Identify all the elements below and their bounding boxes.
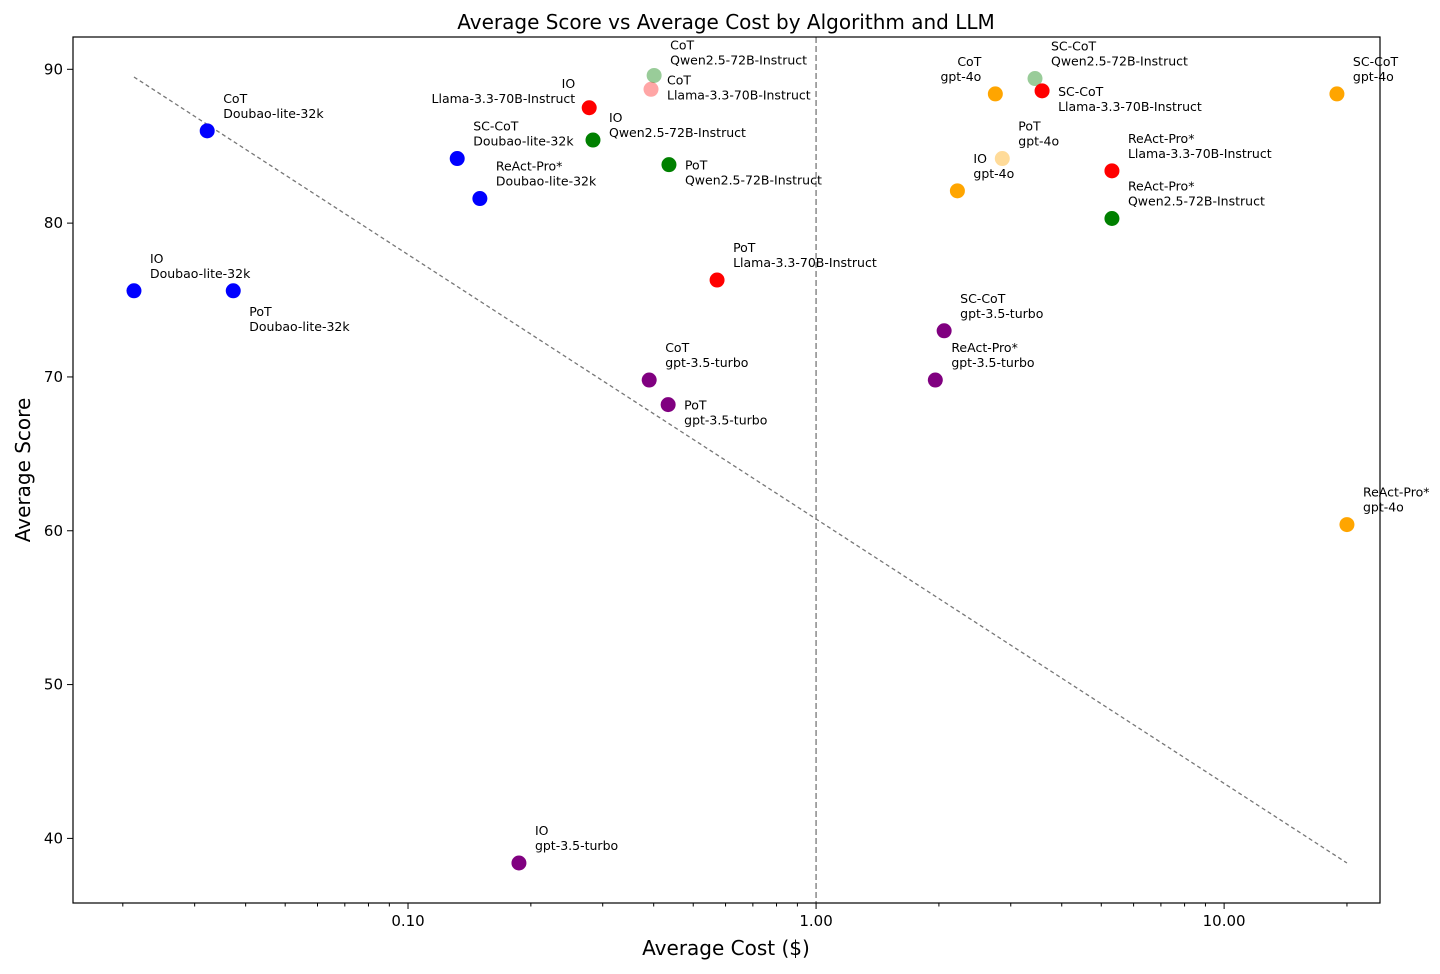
- point-label-llm: gpt-4o: [1363, 500, 1404, 515]
- point-label-llm: Doubao-lite-32k: [150, 266, 251, 281]
- data-point: [511, 855, 527, 871]
- data-point: [199, 123, 215, 139]
- point-label-algo: IO: [609, 110, 623, 125]
- plot-area: 0.10 1.00 10.00405060708090IODoubao-lite-3…: [44, 36, 1430, 930]
- x-axis-label: Average Cost ($): [642, 936, 810, 960]
- y-axis-label: Average Score: [11, 398, 35, 543]
- y-tick-label: 90: [44, 60, 63, 78]
- point-label-algo: IO: [562, 76, 576, 91]
- point-label-algo: PoT: [249, 304, 272, 319]
- point-label-algo: ReAct-Pro*: [1128, 179, 1195, 194]
- point-label-llm: gpt-3.5-turbo: [665, 355, 748, 370]
- point-label-llm: gpt-4o: [973, 166, 1014, 181]
- data-point: [936, 323, 952, 339]
- data-point: [581, 100, 597, 116]
- point-label-llm: Doubao-lite-32k: [473, 134, 574, 149]
- point-label-algo: PoT: [685, 158, 708, 173]
- point-label-llm: Llama-3.3-70B-Instruct: [733, 255, 877, 270]
- y-tick-label: 70: [44, 368, 63, 386]
- point-label-algo: PoT: [1018, 119, 1041, 134]
- axes-frame: [72, 36, 1381, 904]
- point-label-llm: Qwen2.5-72B-Instruct: [609, 125, 746, 140]
- point-label-algo: SC-CoT: [1353, 54, 1399, 69]
- point-label-algo: CoT: [223, 91, 247, 106]
- data-point: [646, 67, 662, 83]
- point-label-algo: SC-CoT: [960, 291, 1006, 306]
- point-label-llm: gpt-3.5-turbo: [684, 413, 767, 428]
- data-point: [994, 151, 1010, 167]
- point-label-algo: SC-CoT: [1058, 84, 1104, 99]
- point-label-llm: gpt-3.5-turbo: [960, 306, 1043, 321]
- y-tick-label: 80: [44, 214, 63, 232]
- point-label-algo: CoT: [665, 340, 689, 355]
- point-label-llm: Llama-3.3-70B-Instruct: [667, 87, 811, 102]
- point-label-llm: Qwen2.5-72B-Instruct: [670, 52, 807, 67]
- point-label-llm: Qwen2.5-72B-Instruct: [1128, 194, 1265, 209]
- data-point: [661, 157, 677, 173]
- data-point: [949, 183, 965, 199]
- y-tick-label: 60: [44, 522, 63, 540]
- y-tick-label: 50: [44, 676, 63, 694]
- point-label-llm: gpt-3.5-turbo: [535, 838, 618, 853]
- point-label-llm: Doubao-lite-32k: [496, 174, 597, 189]
- point-label-llm: gpt-4o: [940, 69, 981, 84]
- data-point: [225, 283, 241, 299]
- point-label-llm: Qwen2.5-72B-Instruct: [685, 173, 822, 188]
- data-point: [641, 372, 657, 388]
- point-label-llm: gpt-4o: [1353, 69, 1394, 84]
- point-label-llm: gpt-4o: [1018, 134, 1059, 149]
- x-tick-label: 1.00: [799, 912, 832, 930]
- trend-line: [133, 76, 1348, 864]
- data-point: [1034, 83, 1050, 99]
- data-point: [1339, 517, 1355, 533]
- point-label-algo: CoT: [667, 72, 691, 87]
- point-label-algo: CoT: [957, 54, 981, 69]
- data-point: [585, 132, 601, 148]
- data-point: [709, 272, 725, 288]
- point-label-algo: ReAct-Pro*: [496, 159, 563, 174]
- point-label-llm: Qwen2.5-72B-Instruct: [1051, 54, 1188, 69]
- data-point: [126, 283, 142, 299]
- point-label-algo: SC-CoT: [473, 119, 519, 134]
- point-label-algo: SC-CoT: [1051, 39, 1097, 54]
- point-label-algo: CoT: [670, 37, 694, 52]
- y-tick-label: 40: [44, 829, 63, 847]
- data-point: [472, 191, 488, 207]
- data-point: [987, 86, 1003, 102]
- data-point: [1329, 86, 1345, 102]
- point-label-algo: PoT: [733, 240, 756, 255]
- point-label-algo: PoT: [684, 398, 707, 413]
- point-label-llm: Doubao-lite-32k: [223, 106, 324, 121]
- data-point: [1027, 71, 1043, 87]
- point-label-algo: IO: [535, 823, 549, 838]
- point-label-llm: Llama-3.3-70B-Instruct: [432, 91, 576, 106]
- point-label-llm: gpt-3.5-turbo: [951, 355, 1034, 370]
- data-point: [1104, 163, 1120, 179]
- x-tick-label: 0.10: [391, 912, 424, 930]
- data-point: [1104, 211, 1120, 227]
- point-label-algo: ReAct-Pro*: [1363, 485, 1430, 500]
- data-point: [927, 372, 943, 388]
- point-label-algo: IO: [150, 251, 164, 266]
- point-label-algo: IO: [973, 151, 987, 166]
- data-point: [449, 151, 465, 167]
- point-label-llm: Doubao-lite-32k: [249, 319, 350, 334]
- point-label-algo: ReAct-Pro*: [1128, 131, 1195, 146]
- point-label-llm: Llama-3.3-70B-Instruct: [1058, 99, 1202, 114]
- chart-title: Average Score vs Average Cost by Algorit…: [457, 10, 995, 34]
- point-label-algo: ReAct-Pro*: [951, 340, 1018, 355]
- data-point: [643, 81, 659, 97]
- data-point: [660, 397, 676, 413]
- point-label-llm: Llama-3.3-70B-Instruct: [1128, 146, 1272, 161]
- x-tick-label: 10.00: [1203, 912, 1246, 930]
